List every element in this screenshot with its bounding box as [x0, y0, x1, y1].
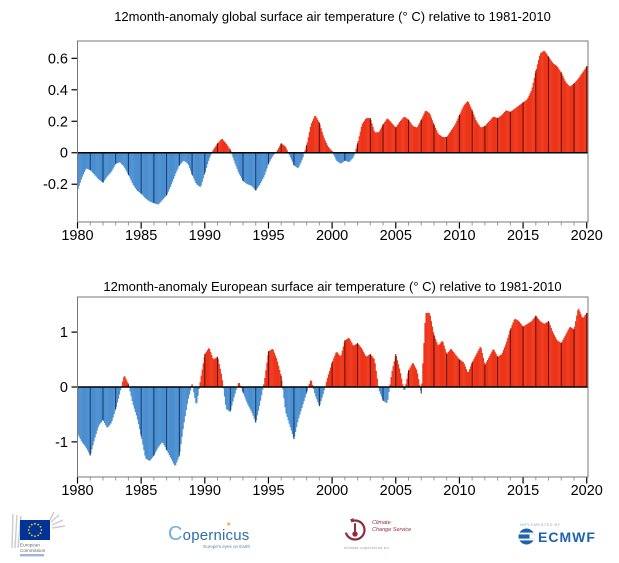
- x-tick-label: 2020: [571, 228, 603, 244]
- x-tick-label: 1980: [61, 483, 93, 499]
- y-tick-label: -1: [55, 435, 68, 451]
- x-tick-label: 1990: [189, 483, 221, 499]
- eu-logo-line2: Commission: [20, 548, 46, 553]
- y-tick-label: -0.2: [43, 177, 68, 193]
- star-icon: ★: [226, 521, 231, 528]
- x-tick-label: 1980: [61, 228, 93, 244]
- copernicus-logo: Copernicus ★ Europe's eyes on Earth: [168, 523, 258, 549]
- european-anomaly-chart: 1980 1985 1990 1995 2000 2005 2010 2015 2020 1 0 -1: [0, 292, 619, 514]
- x-tick-label: 2010: [443, 228, 475, 244]
- y-tick-label: 0.2: [48, 114, 68, 130]
- x-tick-label: 2015: [507, 483, 539, 499]
- x-tick-label: 2010: [443, 483, 475, 499]
- y-tick-label: 0.4: [48, 83, 68, 99]
- x-tick-label: 1985: [125, 483, 157, 499]
- climate-change-service-logo: Climate Change Service climate.copernicu…: [342, 516, 434, 550]
- y-tick-label: 1: [60, 325, 68, 341]
- x-tick-label: 1995: [252, 228, 284, 244]
- x-tick-label: 2000: [316, 483, 348, 499]
- logos-footer: European Commission Copernicus ★ Europe'…: [0, 510, 619, 558]
- x-tick-label: 1990: [189, 228, 221, 244]
- ecmwf-globe-icon: [518, 528, 535, 545]
- x-tick-label: 2005: [380, 228, 412, 244]
- x-tick-label: 2005: [380, 483, 412, 499]
- copernicus-wordmark: Copernicus: [168, 523, 250, 546]
- global-anomaly-chart: 1980 1985 1990 1995 2000 2005 2010 2015 2020 0.6 0…: [0, 28, 619, 258]
- x-tick-label: 1985: [125, 228, 157, 244]
- c3s-line2: Change Service: [372, 527, 411, 534]
- y-tick-label: 0: [60, 380, 68, 396]
- ecmwf-logo: IMPLEMENTED BY ECMWF: [518, 523, 596, 545]
- european-commission-logo: European Commission: [10, 512, 68, 563]
- x-tick-label: 2015: [507, 228, 539, 244]
- y-tick-label: 0.6: [48, 51, 68, 67]
- ecmwf-implemented-by: IMPLEMENTED BY: [520, 523, 596, 527]
- x-tick-label: 1995: [252, 483, 284, 499]
- global-chart-title: 12month-anomaly global surface air tempe…: [46, 9, 619, 24]
- ecmwf-wordmark: ECMWF: [538, 529, 596, 545]
- x-tick-label: 2000: [316, 228, 348, 244]
- eu-logo-line1: European: [20, 543, 40, 548]
- y-tick-label: 0: [60, 146, 68, 162]
- eu-flag-icon: European Commission: [10, 512, 68, 558]
- thermometer-gauge-icon: [342, 516, 368, 544]
- c3s-url: climate.copernicus.eu: [344, 545, 434, 550]
- x-tick-label: 2020: [571, 483, 603, 499]
